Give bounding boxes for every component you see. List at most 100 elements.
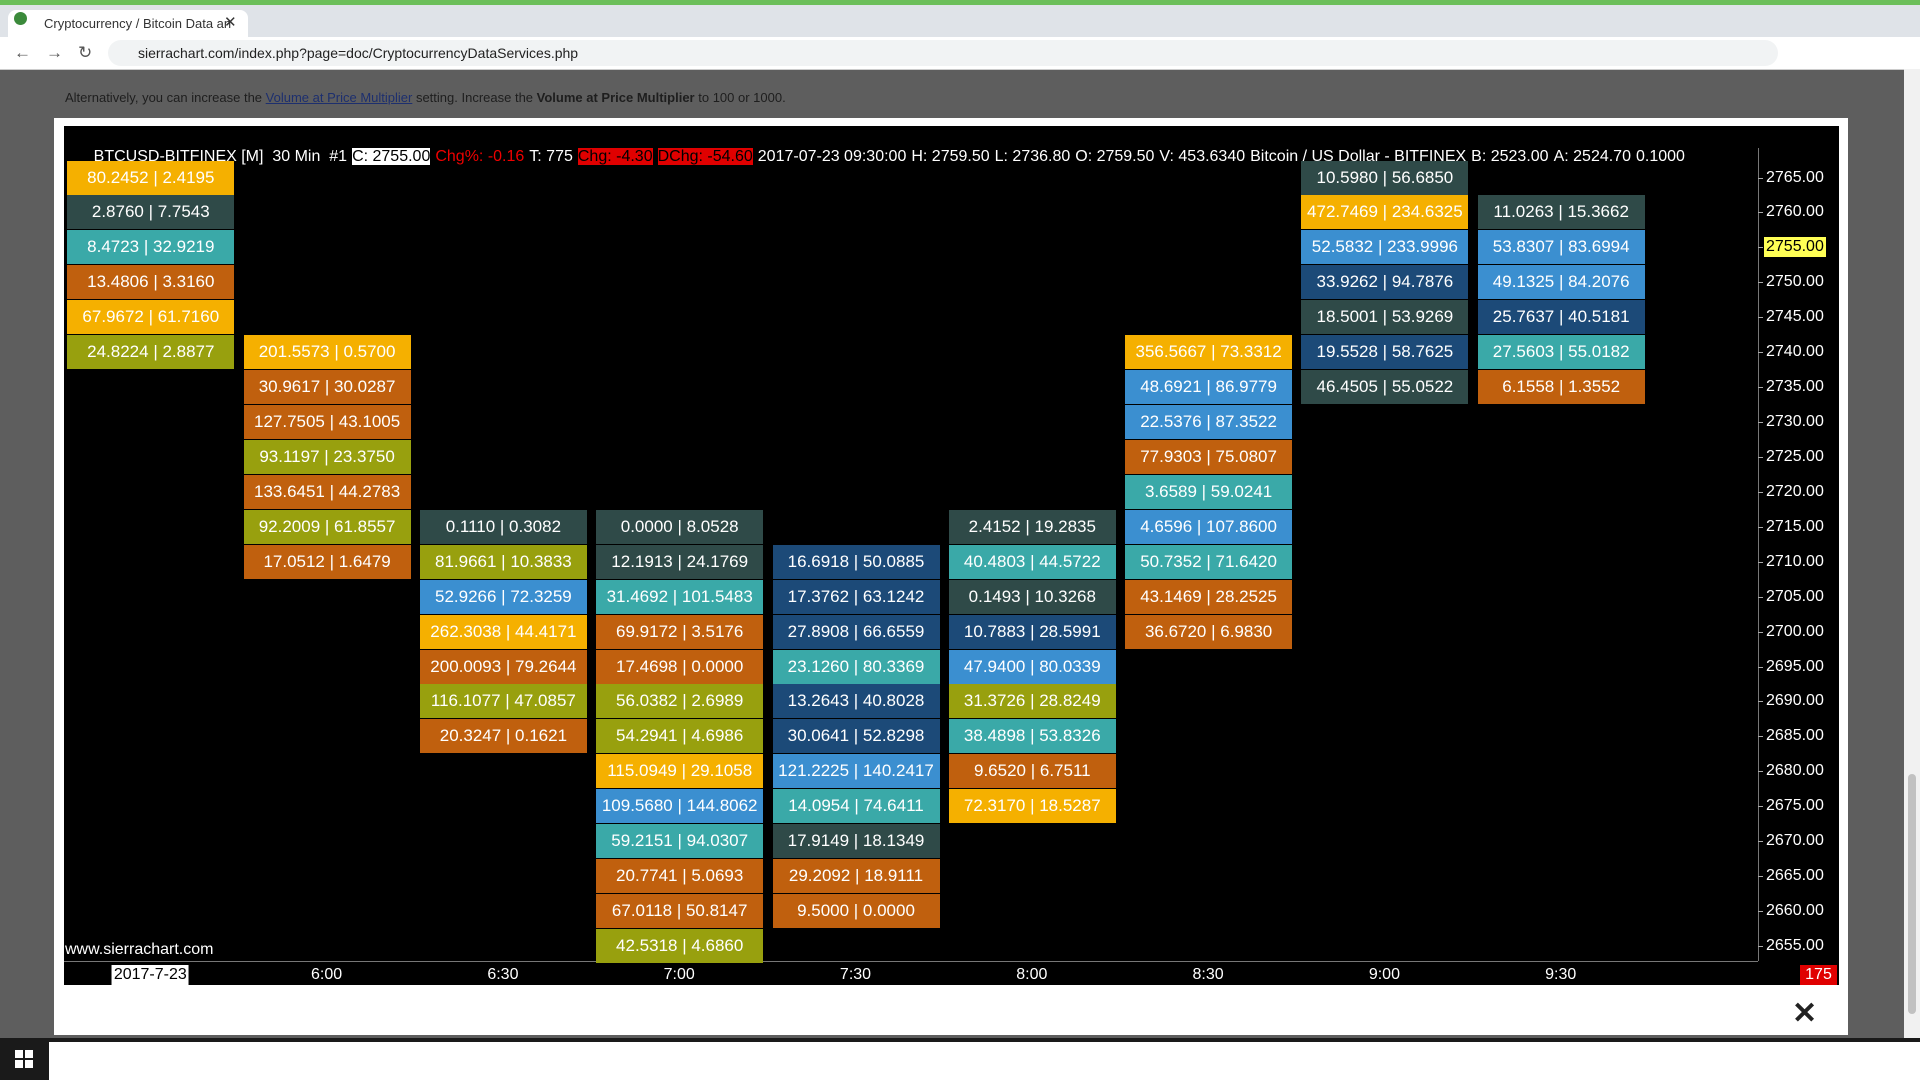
time-label: 7:30	[839, 966, 872, 983]
watermark: www.sierrachart.com	[65, 941, 214, 958]
price-tick	[1758, 247, 1763, 249]
price-tick	[1758, 491, 1763, 493]
price-tick	[1758, 422, 1763, 423]
price-label: 2685.00	[1766, 727, 1824, 745]
volume-cell: 69.9172 | 3.5176	[596, 614, 764, 649]
volume-cell: 109.5680 | 144.8062	[596, 789, 764, 824]
header-item: Chg%: -0.16	[435, 148, 525, 165]
time-axis-line	[64, 961, 1758, 962]
volume-cell: 13.4806 | 3.3160	[67, 265, 235, 300]
tab-close[interactable]: ✕	[224, 14, 237, 31]
text: setting. Increase the	[415, 90, 534, 105]
start-button[interactable]	[15, 1050, 33, 1068]
header-item: Chg: -4.30	[577, 148, 653, 165]
price-label: 2700.00	[1766, 622, 1824, 640]
address-bar[interactable]: sierrachart.com/index.php?page=doc/Crypt…	[108, 40, 1778, 66]
price-tick	[1758, 876, 1763, 878]
price-tick	[1758, 352, 1763, 354]
tab-title[interactable]: Cryptocurrency / Bitcoin Data an	[44, 16, 232, 31]
header-item: C: 2755.00	[352, 148, 431, 165]
price-label: 2760.00	[1766, 203, 1824, 221]
volume-cell: 17.4698 | 0.0000	[596, 649, 764, 684]
volume-cell: 4.6596 | 107.8600	[1125, 509, 1293, 544]
header-item: O: 2759.50	[1075, 148, 1155, 165]
price-label: 2680.00	[1766, 762, 1824, 780]
price-label: 2705.00	[1766, 587, 1824, 605]
volume-cell: 59.2151 | 94.0307	[596, 824, 764, 859]
volume-cell: 29.2092 | 18.9111	[772, 859, 940, 894]
volume-cell: 20.7741 | 5.0693	[596, 859, 764, 894]
close-button[interactable]: ✕	[1792, 997, 1818, 1030]
tab-favicon	[14, 12, 27, 25]
price-label: 2755.00	[1764, 237, 1826, 258]
address-row: ← → ↻ sierrachart.com/index.php?page=doc…	[0, 37, 1920, 70]
chart-header: BTCUSD-BITFINEX [M] 30 Min #1 C: 2755.00 C…	[67, 127, 1690, 165]
volume-cell: 121.2225 | 140.2417	[772, 754, 940, 789]
volume-cell: 20.3247 | 0.1621	[419, 719, 587, 754]
volume-cell: 23.1260 | 80.3369	[772, 649, 940, 684]
price-tick	[1758, 561, 1763, 563]
volume-cell: 49.1325 | 84.2076	[1477, 265, 1645, 300]
volume-cell: 3.6589 | 59.0241	[1125, 474, 1293, 509]
volume-cell: 200.0093 | 79.2644	[419, 649, 587, 684]
price-label: 2735.00	[1766, 378, 1824, 396]
volume-cell: 18.5001 | 53.9269	[1301, 300, 1469, 335]
url[interactable]: sierrachart.com/index.php?page=doc/Crypt…	[138, 45, 579, 61]
time-label: 8:30	[1192, 966, 1224, 983]
price-label: 2655.00	[1766, 936, 1824, 954]
volume-cell: 2.8760 | 7.7543	[67, 195, 235, 230]
volume-cell: 36.6720 | 6.9830	[1125, 614, 1293, 649]
background-text: Alternatively, you can increase the Volu…	[65, 90, 786, 105]
volume-cell: 67.9672 | 61.7160	[67, 300, 235, 335]
volume-cell: 262.3038 | 44.4171	[419, 614, 587, 649]
volume-cell: 67.0118 | 50.8147	[596, 894, 764, 929]
header-item: L: 2736.80	[994, 148, 1071, 165]
link[interactable]: Volume at Price Multiplier	[265, 90, 413, 105]
price-tick	[1758, 282, 1763, 284]
volume-cell: 14.0954 | 74.6411	[772, 789, 940, 824]
taskbar	[0, 1038, 1920, 1080]
volume-cell: 115.0949 | 29.1058	[596, 754, 764, 789]
volume-cell: 48.6921 | 86.9779	[1125, 370, 1293, 405]
reload-button[interactable]: ↻	[78, 43, 93, 62]
volume-cell: 93.1197 | 23.3750	[243, 439, 411, 474]
tab-bar: Cryptocurrency / Bitcoin Data an ✕	[0, 0, 1920, 37]
volume-cell: 50.7352 | 71.6420	[1125, 544, 1293, 579]
volume-cell: 8.4723 | 32.9219	[67, 230, 235, 265]
price-tick	[1758, 841, 1763, 843]
price-tick	[1758, 945, 1763, 947]
volume-cell: 6.1558 | 1.3552	[1477, 370, 1645, 405]
header-item: V: 453.6340	[1159, 148, 1246, 165]
volume-cell: 10.5980 | 56.6850	[1301, 160, 1469, 195]
price-tick	[1758, 212, 1763, 214]
volume-cell: 201.5573 | 0.5700	[243, 335, 411, 370]
forward-button[interactable]: →	[46, 43, 63, 62]
text: to 100 or 1000.	[698, 90, 786, 105]
volume-cell: 133.6451 | 44.2783	[243, 474, 411, 509]
price-label: 2665.00	[1766, 867, 1824, 885]
volume-cell: 52.5832 | 233.9996	[1301, 230, 1469, 265]
price-label: 2675.00	[1766, 797, 1824, 815]
back-button[interactable]: ←	[14, 43, 31, 62]
price-label: 2695.00	[1766, 657, 1824, 675]
price-label: 2670.00	[1766, 832, 1824, 850]
volume-cell: 16.6918 | 50.0885	[772, 544, 940, 579]
price-tick	[1758, 666, 1763, 668]
price-label: 2690.00	[1766, 692, 1824, 710]
volume-cell: 13.2643 | 40.8028	[772, 684, 940, 719]
volume-cell: 42.5318 | 4.6860	[596, 928, 764, 963]
volume-cell: 22.5376 | 87.3522	[1125, 405, 1293, 439]
scroll-thumb[interactable]	[1908, 774, 1916, 1014]
price-tick	[1758, 806, 1763, 808]
price-label: 2740.00	[1766, 343, 1824, 361]
price-tick	[1758, 387, 1763, 389]
price-label: 2745.00	[1766, 308, 1824, 326]
volume-cell: 0.1493 | 10.3268	[948, 579, 1116, 614]
time-label: 6:30	[487, 966, 519, 983]
price-label: 2720.00	[1766, 482, 1824, 500]
volume-cell: 0.1110 | 0.3082	[419, 509, 587, 544]
volume-cell: 81.9661 | 10.3833	[419, 544, 587, 579]
volume-cell: 53.8307 | 83.6994	[1477, 230, 1645, 265]
scrollbar[interactable]	[1904, 69, 1920, 1038]
browser-tab[interactable]: Cryptocurrency / Bitcoin Data an	[8, 10, 248, 37]
